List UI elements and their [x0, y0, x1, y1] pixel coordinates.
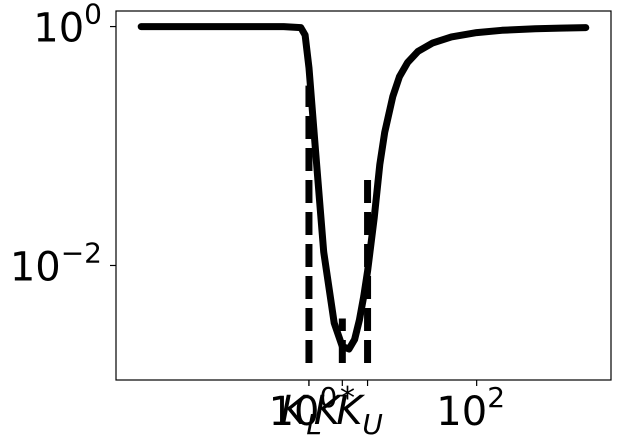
x-tick-label-2: 102 [436, 381, 505, 435]
y-axis-ticks: 100 10−2 [10, 0, 116, 290]
x-axis-ticks: 100 102 [269, 380, 505, 435]
y-tick-label-2: 10−2 [10, 236, 102, 290]
series-line [137, 23, 590, 353]
k-label-3: KU [336, 388, 383, 441]
plot-frame [115, 10, 612, 381]
k-labels: KLK*KU [280, 380, 383, 441]
k-label-1: KL [280, 388, 322, 441]
x-tick-label-1: 100 [269, 381, 338, 435]
k-label-2: K* [314, 381, 355, 434]
y-tick-label-1: 100 [33, 0, 102, 52]
